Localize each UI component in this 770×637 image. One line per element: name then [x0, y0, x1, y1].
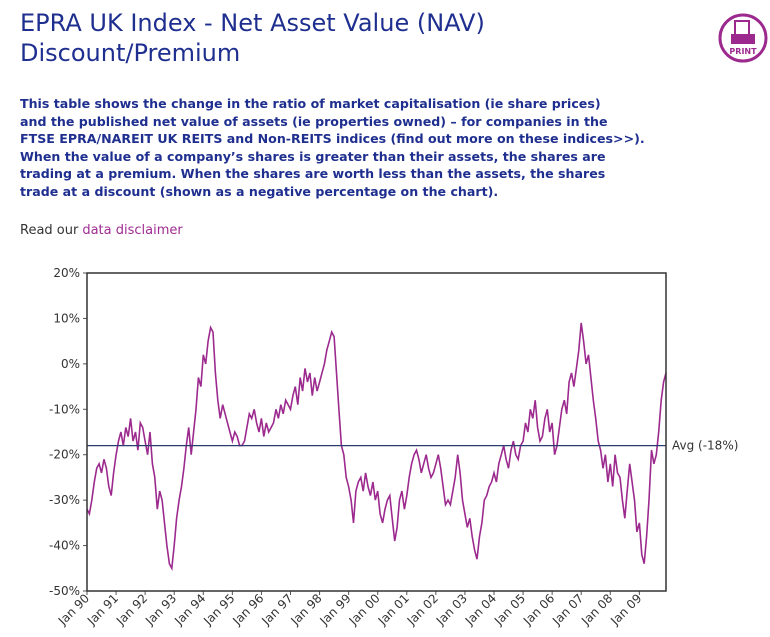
- x-tick-label: Jan 95: [200, 591, 237, 628]
- disclaimer-prefix: Read our: [20, 223, 79, 238]
- title-line: Discount/Premium: [20, 39, 241, 67]
- page-title: EPRA UK Index - Net Asset Value (NAV) Di…: [20, 8, 640, 68]
- description-line: trading at a premium. When the shares ar…: [20, 166, 606, 181]
- average-label: Avg (-18%): [672, 439, 738, 453]
- x-tick-label: Jan 96: [229, 591, 266, 628]
- x-tick-label: Jan 94: [171, 591, 208, 628]
- x-tick-label: Jan 01: [375, 591, 412, 628]
- title-line: EPRA UK Index - Net Asset Value (NAV): [20, 9, 485, 37]
- y-tick-label: -30%: [49, 493, 80, 507]
- x-tick-label: Jan 07: [549, 591, 586, 628]
- x-tick-label: Jan 98: [288, 591, 325, 628]
- description-line: and the published net value of assets (i…: [20, 113, 608, 129]
- print-body[interactable]: [731, 34, 755, 44]
- x-tick-label: Jan 03: [433, 591, 470, 628]
- disclaimer-link[interactable]: data disclaimer: [82, 223, 183, 238]
- y-tick-label: -50%: [49, 584, 80, 598]
- y-tick-label: 10%: [53, 311, 80, 325]
- x-tick-label: Jan 92: [113, 591, 150, 628]
- description-line: When the value of a company’s shares is …: [20, 148, 606, 164]
- y-tick-label: 0%: [61, 357, 80, 371]
- y-tick-label: 20%: [53, 266, 80, 280]
- print-icon[interactable]: PRINT: [718, 10, 768, 66]
- x-tick-label: Jan 93: [142, 591, 179, 628]
- x-tick-label: Jan 97: [258, 591, 295, 628]
- x-tick-label: Jan 08: [578, 591, 615, 628]
- x-tick-label: Jan 06: [520, 591, 557, 628]
- y-tick-label: -10%: [49, 402, 80, 416]
- x-tick-label: Jan 09: [607, 591, 644, 628]
- x-tick-label: Jan 91: [84, 591, 121, 628]
- description-line: FTSE EPRA/NAREIT UK REITS and Non-REITS …: [20, 131, 645, 146]
- x-tick-label: Jan 99: [317, 591, 354, 628]
- y-tick-label: -20%: [49, 448, 80, 462]
- y-tick-label: -40%: [49, 539, 80, 553]
- description-line: trade at a discount (shown as a negative…: [20, 183, 499, 199]
- data-line: [86, 322, 667, 572]
- x-tick-label: Jan 04: [462, 591, 499, 628]
- x-tick-label: Jan 00: [346, 591, 383, 628]
- disclaimer: Read our data disclaimer: [20, 223, 183, 238]
- plot-frame: [86, 272, 667, 592]
- description-line: This table shows the change in the ratio…: [20, 96, 601, 111]
- description: This table shows the change in the ratio…: [20, 95, 760, 200]
- x-tick-label: Jan 05: [491, 591, 528, 628]
- print-label[interactable]: PRINT: [729, 47, 757, 56]
- print-button[interactable]: PRINT: [718, 10, 768, 66]
- x-tick-label: Jan 02: [404, 591, 441, 628]
